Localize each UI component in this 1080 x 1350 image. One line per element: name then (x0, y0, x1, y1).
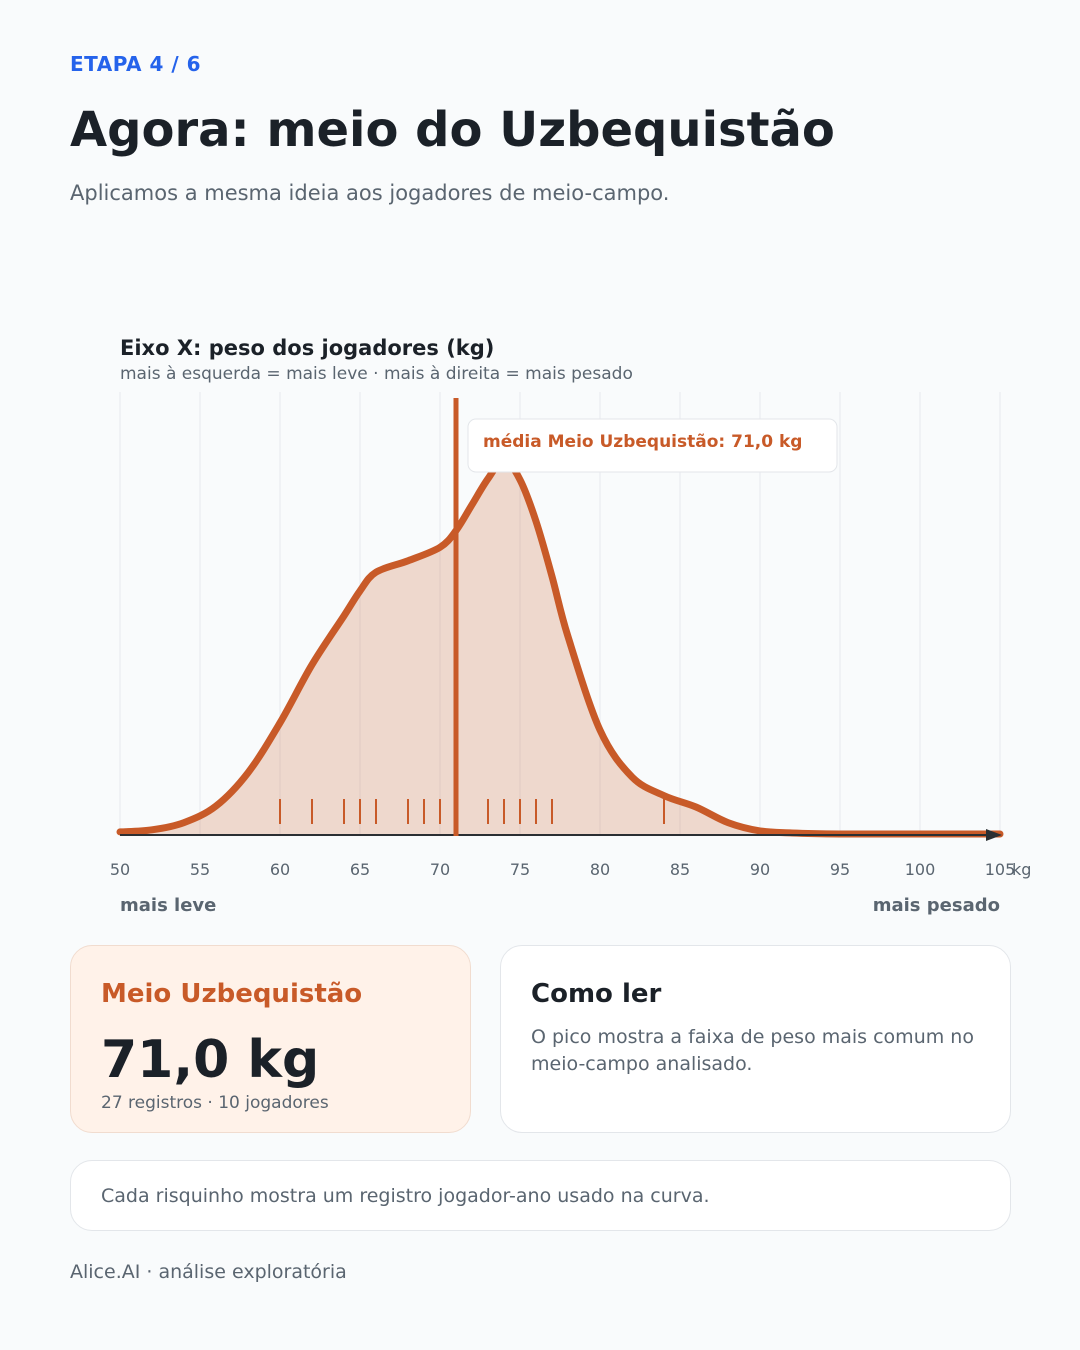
x-tick-label: 80 (590, 860, 610, 879)
axis-right-label: mais pesado (873, 895, 1000, 916)
x-tick-label: 55 (190, 860, 210, 879)
x-tick-label: 70 (430, 860, 450, 879)
x-tick-label: 100 (905, 860, 936, 879)
x-axis-arrow-icon (986, 829, 1002, 841)
group-summary-card: Meio Uzbequistão 71,0 kg 27 registros · … (70, 945, 471, 1133)
step-indicator: ETAPA 4 / 6 (70, 52, 202, 76)
mean-marker: média Meio Uzbequistão: 71,0 kg (453, 398, 838, 836)
axis-left-label: mais leve (120, 895, 216, 916)
x-tick-label: 85 (670, 860, 690, 879)
how-to-read-title: Como ler (531, 979, 662, 1009)
x-axis (120, 829, 1002, 841)
group-name: Meio Uzbequistão (101, 979, 363, 1009)
x-tick-label: 60 (270, 860, 290, 879)
page-title: Agora: meio do Uzbequistão (70, 102, 835, 158)
how-to-read-card: Como ler O pico mostra a faixa de peso m… (500, 945, 1011, 1133)
x-tick-label: 50 (110, 860, 130, 879)
chart-subtitle: mais à esquerda = mais leve · mais à dir… (120, 364, 633, 384)
rug-marks (279, 799, 665, 824)
density-area (120, 459, 1000, 835)
rug-note-text: Cada risquinho mostra um registro jogado… (101, 1185, 710, 1207)
group-mean-value: 71,0 kg (101, 1030, 320, 1090)
group-sample-info: 27 registros · 10 jogadores (101, 1093, 329, 1113)
x-tick-label: 65 (350, 860, 370, 879)
x-axis-unit: kg (1012, 860, 1031, 879)
grid-lines (119, 392, 1001, 834)
footer-credit: Alice.AI · análise exploratória (70, 1261, 347, 1283)
rug-note-card: Cada risquinho mostra um registro jogado… (70, 1160, 1011, 1231)
mean-label: média Meio Uzbequistão: 71,0 kg (483, 432, 802, 452)
chart-title: Eixo X: peso dos jogadores (kg) (120, 336, 494, 360)
x-tick-label: 95 (830, 860, 850, 879)
x-tick-label: 75 (510, 860, 530, 879)
x-tick-label: 105 (985, 860, 1016, 879)
page-subtitle: Aplicamos a mesma ideia aos jogadores de… (70, 181, 670, 205)
mean-label-box (467, 418, 838, 473)
how-to-read-text: O pico mostra a faixa de peso mais comum… (531, 1026, 974, 1075)
density-area-layer (116, 456, 1004, 838)
x-tick-label: 90 (750, 860, 770, 879)
weight-density-chart: Eixo X: peso dos jogadores (kg) mais à e… (110, 336, 1032, 916)
x-tick-labels: 50 55 60 65 70 75 80 85 90 95 100 105 (110, 860, 1015, 879)
